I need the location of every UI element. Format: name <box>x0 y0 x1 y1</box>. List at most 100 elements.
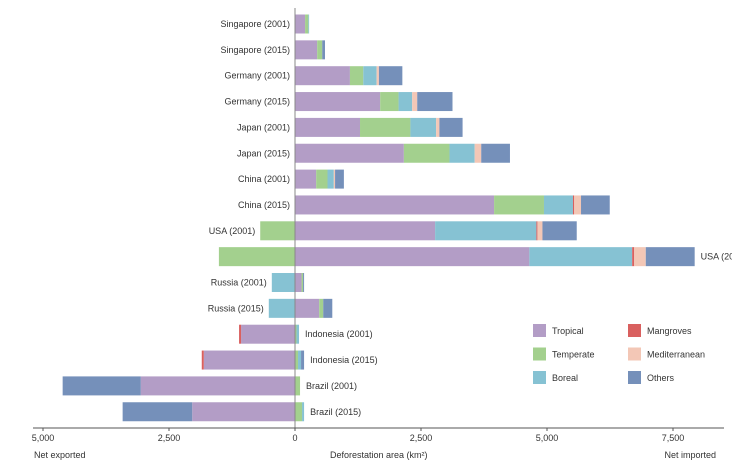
bar-tropical-positive <box>295 169 317 189</box>
bar-others-negative <box>62 376 141 396</box>
bar-tropical-negative <box>140 376 295 396</box>
category-label: Brazil (2015) <box>310 407 361 417</box>
bar-boreal-positive <box>363 66 377 86</box>
bar-tropical-positive <box>295 117 361 137</box>
bar-boreal-positive <box>296 324 300 344</box>
bar-temperate-positive <box>295 350 299 370</box>
bar-mangroves-negative <box>239 324 242 344</box>
bar-others-positive <box>417 92 453 112</box>
bar-mediterranean-positive <box>436 117 440 137</box>
x-axis-label: Deforestation area (km²) <box>330 450 428 460</box>
legend-label: Mangroves <box>647 326 692 336</box>
legend-label: Boreal <box>552 373 578 383</box>
bar-mangroves-positive <box>632 247 635 267</box>
bar-tropical-positive <box>295 273 302 292</box>
bar-mangroves-positive <box>572 195 575 215</box>
bar-others-positive <box>378 66 403 86</box>
category-label: Germany (2015) <box>224 97 290 107</box>
bar-temperate-negative <box>260 221 295 241</box>
bar-mediterranean-positive <box>574 195 582 215</box>
bar-temperate-positive <box>295 376 301 396</box>
bar-others-positive <box>581 195 610 215</box>
bar-temperate-positive <box>349 66 364 86</box>
legend-item-others: Others <box>628 371 675 384</box>
bar-mangroves-negative <box>201 350 204 370</box>
bar-tropical-positive <box>295 247 530 267</box>
bar-boreal-positive <box>543 195 573 215</box>
bar-tropical-positive <box>295 14 306 34</box>
bar-others-positive <box>303 273 305 292</box>
bar-boreal-negative <box>268 298 295 318</box>
x-axis-label-left: Net exported <box>34 450 86 460</box>
bar-temperate-positive <box>360 117 411 137</box>
category-label: Singapore (2015) <box>220 45 290 55</box>
category-label: China (2015) <box>238 200 290 210</box>
bar-others-positive <box>439 117 463 137</box>
bar-others-positive <box>542 221 577 241</box>
legend-swatch <box>628 371 641 384</box>
bar-boreal-negative <box>271 273 295 292</box>
bar-temperate-positive <box>305 14 309 34</box>
bar-tropical-positive <box>295 195 495 215</box>
bar-temperate-negative <box>218 247 295 267</box>
category-label: USA (2015) <box>701 252 732 262</box>
bar-temperate-positive <box>316 169 328 189</box>
bar-mediterranean-positive <box>376 66 379 86</box>
bar-boreal-positive <box>529 247 633 267</box>
category-label: Brazil (2001) <box>306 381 357 391</box>
bar-mediterranean-positive <box>333 169 336 189</box>
legend-item-mangroves: Mangroves <box>628 324 692 337</box>
bar-temperate-positive <box>317 40 323 60</box>
bar-mangroves-positive <box>536 221 538 241</box>
bar-tropical-positive <box>295 40 318 60</box>
bar-tropical-negative <box>241 324 295 344</box>
x-tick-label: 7,500 <box>662 433 685 443</box>
category-labels: Singapore (2001) Singapore (2015) Germany … <box>208 19 732 417</box>
bar-others-positive <box>323 298 333 318</box>
bar-temperate-positive <box>295 324 297 344</box>
x-tick-label: 2,500 <box>158 433 181 443</box>
legend: Tropical Mangroves Temperate Mediterranean B… <box>533 324 705 384</box>
bar-tropical-positive <box>295 66 350 86</box>
legend-swatch <box>628 324 641 337</box>
x-axis-ticks: 5,000 2,500 0 2,500 5,000 7,500 <box>32 428 685 443</box>
bar-temperate-positive <box>319 298 324 318</box>
bar-others-positive <box>335 169 344 189</box>
bar-temperate-positive <box>403 143 450 163</box>
x-tick-label: 5,000 <box>536 433 559 443</box>
bar-others-positive <box>481 143 510 163</box>
bar-tropical-positive <box>295 92 381 112</box>
category-label: Singapore (2001) <box>220 19 290 29</box>
bar-tropical-negative <box>203 350 295 370</box>
bar-boreal-positive <box>302 402 305 422</box>
category-label: Russia (2015) <box>208 303 264 313</box>
legend-label: Temperate <box>552 350 595 360</box>
bar-tropical-positive <box>295 298 320 318</box>
bar-mediterranean-positive <box>537 221 543 241</box>
bar-others-negative <box>122 402 193 422</box>
category-label: Russia (2001) <box>211 278 267 288</box>
bar-tropical-positive <box>295 221 436 241</box>
bar-temperate-positive <box>295 402 303 422</box>
legend-label: Tropical <box>552 326 584 336</box>
legend-label: Mediterranean <box>647 350 705 360</box>
bar-boreal-positive <box>327 169 334 189</box>
legend-item-tropical: Tropical <box>533 324 584 337</box>
bar-tropical-positive <box>295 143 404 163</box>
bar-boreal-positive <box>410 117 437 137</box>
category-label: Japan (2015) <box>237 148 290 158</box>
category-label: China (2001) <box>238 174 290 184</box>
legend-item-boreal: Boreal <box>533 371 578 384</box>
bar-others-positive <box>322 40 325 60</box>
category-label: Germany (2001) <box>224 71 290 81</box>
bar-mediterranean-positive <box>634 247 646 267</box>
category-label: Indonesia (2015) <box>310 355 378 365</box>
bar-boreal-positive <box>435 221 537 241</box>
category-label: Japan (2001) <box>237 122 290 132</box>
legend-label: Others <box>647 373 675 383</box>
bar-temperate-positive <box>380 92 399 112</box>
bar-boreal-positive <box>398 92 413 112</box>
x-tick-label: 2,500 <box>410 433 433 443</box>
bar-others-positive <box>301 350 305 370</box>
